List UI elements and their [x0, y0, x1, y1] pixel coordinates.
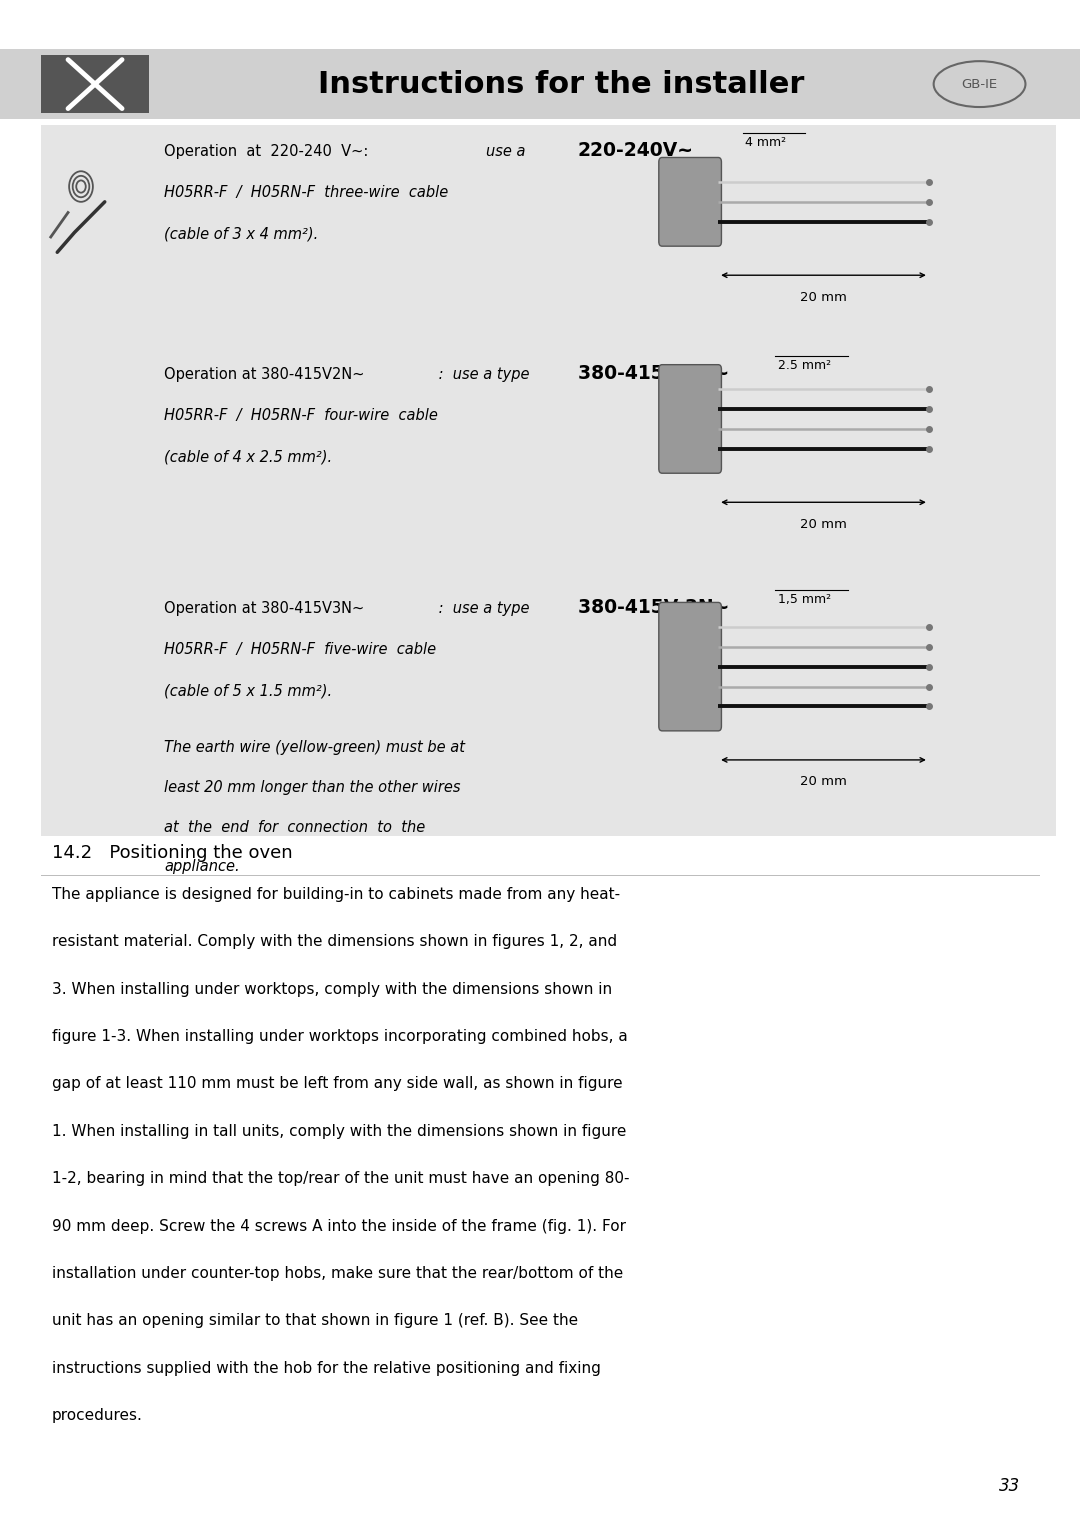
Text: appliance.: appliance.	[164, 859, 240, 875]
Text: :  use a type: : use a type	[434, 367, 529, 382]
Text: 33: 33	[999, 1477, 1021, 1495]
Text: 20 mm: 20 mm	[800, 291, 847, 304]
Text: Operation at 380-415V2N~: Operation at 380-415V2N~	[164, 367, 365, 382]
Text: use a: use a	[486, 144, 526, 159]
Text: 20 mm: 20 mm	[800, 517, 847, 531]
Bar	[41, 125, 1056, 836]
Text: GB-IE: GB-IE	[961, 78, 998, 90]
FancyBboxPatch shape	[659, 602, 721, 731]
Text: 2.5 mm²: 2.5 mm²	[778, 359, 831, 373]
Text: 3. When installing under worktops, comply with the dimensions shown in: 3. When installing under worktops, compl…	[52, 982, 612, 997]
FancyBboxPatch shape	[659, 157, 721, 246]
Text: (cable of 4 x 2.5 mm²).: (cable of 4 x 2.5 mm²).	[164, 450, 333, 465]
Text: Operation  at  220-240  V~:: Operation at 220-240 V~:	[164, 144, 378, 159]
Text: 1,5 mm²: 1,5 mm²	[778, 593, 831, 607]
Text: installation under counter-top hobs, make sure that the rear/bottom of the: installation under counter-top hobs, mak…	[52, 1266, 623, 1281]
Text: 1. When installing in tall units, comply with the dimensions shown in figure: 1. When installing in tall units, comply…	[52, 1124, 626, 1139]
Text: resistant material. Comply with the dimensions shown in figures 1, 2, and: resistant material. Comply with the dime…	[52, 934, 617, 950]
Text: 90 mm deep. Screw the 4 screws A into the inside of the frame (fig. 1). For: 90 mm deep. Screw the 4 screws A into th…	[52, 1219, 625, 1234]
Text: H05RR-F  /  H05RN-F  five-wire  cable: H05RR-F / H05RN-F five-wire cable	[164, 642, 436, 657]
Text: figure 1-3. When installing under worktops incorporating combined hobs, a: figure 1-3. When installing under workto…	[52, 1029, 627, 1044]
Text: at  the  end  for  connection  to  the: at the end for connection to the	[164, 820, 426, 835]
Text: The appliance is designed for building-in to cabinets made from any heat-: The appliance is designed for building-i…	[52, 887, 620, 902]
Text: H05RR-F  /  H05RN-F  four-wire  cable: H05RR-F / H05RN-F four-wire cable	[164, 408, 438, 424]
Text: Operation at 380-415V3N~: Operation at 380-415V3N~	[164, 601, 364, 616]
Text: H05RR-F  /  H05RN-F  three-wire  cable: H05RR-F / H05RN-F three-wire cable	[164, 185, 448, 200]
Text: 14.2   Positioning the oven: 14.2 Positioning the oven	[52, 844, 293, 862]
FancyBboxPatch shape	[659, 364, 721, 474]
Text: instructions supplied with the hob for the relative positioning and fixing: instructions supplied with the hob for t…	[52, 1361, 600, 1376]
Text: (cable of 3 x 4 mm²).: (cable of 3 x 4 mm²).	[164, 226, 319, 242]
Bar	[41, 55, 149, 113]
Text: 380-415V 3N~: 380-415V 3N~	[578, 598, 729, 616]
Text: least 20 mm longer than the other wires: least 20 mm longer than the other wires	[164, 780, 461, 795]
Bar	[0, 49, 1080, 119]
Text: gap of at least 110 mm must be left from any side wall, as shown in figure: gap of at least 110 mm must be left from…	[52, 1076, 622, 1092]
Text: unit has an opening similar to that shown in figure 1 (ref. B). See the: unit has an opening similar to that show…	[52, 1313, 578, 1329]
Text: 220-240V~: 220-240V~	[578, 141, 693, 159]
Text: The earth wire (yellow-green) must be at: The earth wire (yellow-green) must be at	[164, 740, 465, 755]
Text: (cable of 5 x 1.5 mm²).: (cable of 5 x 1.5 mm²).	[164, 683, 333, 699]
Text: procedures.: procedures.	[52, 1408, 143, 1423]
Text: 20 mm: 20 mm	[800, 775, 847, 789]
Text: 380-415V 2N~: 380-415V 2N~	[578, 364, 729, 382]
Text: :  use a type: : use a type	[434, 601, 529, 616]
Text: 1-2, bearing in mind that the top/rear of the unit must have an opening 80-: 1-2, bearing in mind that the top/rear o…	[52, 1171, 630, 1187]
Text: Instructions for the installer: Instructions for the installer	[319, 70, 805, 98]
Text: 4 mm²: 4 mm²	[745, 136, 786, 150]
